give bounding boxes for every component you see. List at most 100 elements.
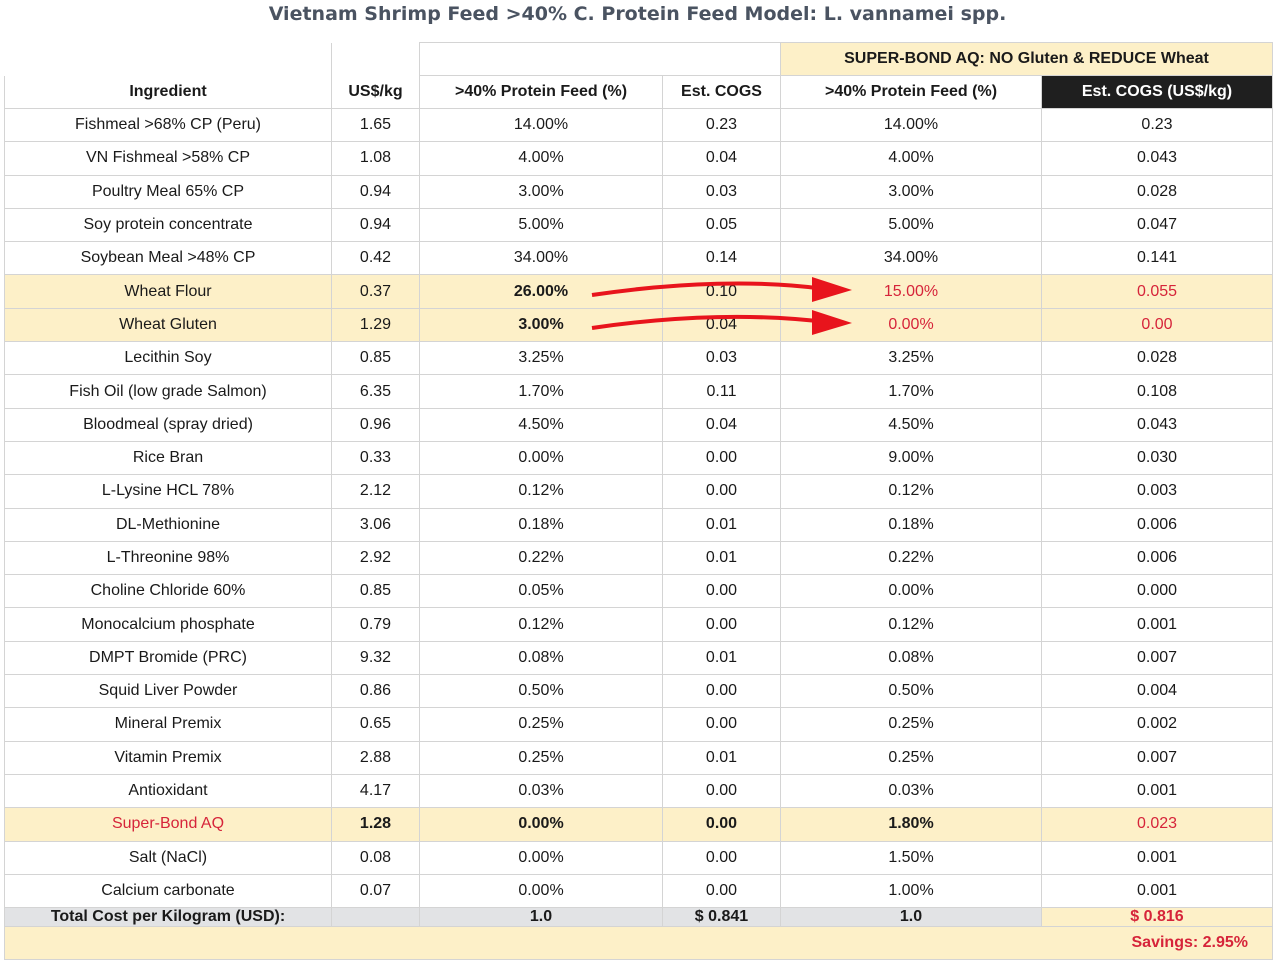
cogs-cell: 0.00 xyxy=(662,773,781,809)
ingredient-cell: Antioxidant xyxy=(4,773,332,809)
sb-cogs-cell: 0.043 xyxy=(1041,407,1273,442)
sb-protein-pct-cell: 0.50% xyxy=(780,674,1042,709)
sb-cogs-cell: 0.002 xyxy=(1041,707,1273,742)
sb-protein-pct-cell: 0.08% xyxy=(780,640,1042,676)
table-row: Rice Bran 0.33 0.00% 0.00 9.00% 0.030 xyxy=(4,440,1273,476)
price-cell: 1.29 xyxy=(331,307,420,343)
sb-protein-pct-cell: 14.00% xyxy=(780,107,1042,143)
ingredient-cell: Wheat Flour xyxy=(4,274,332,309)
table-row: Fish Oil (low grade Salmon) 6.35 1.70% 0.11… xyxy=(4,374,1273,409)
protein-pct-cell: 4.00% xyxy=(419,141,663,176)
cogs-cell: 0.04 xyxy=(662,307,781,343)
ingredient-cell: Fish Oil (low grade Salmon) xyxy=(4,374,332,409)
sb-protein-pct-cell: 0.03% xyxy=(780,773,1042,809)
sb-protein-pct-cell: 0.12% xyxy=(780,607,1042,642)
protein-pct-cell: 0.00% xyxy=(419,840,663,875)
ingredient-cell: L-Lysine HCL 78% xyxy=(4,474,332,509)
sb-protein-pct-cell: 0.12% xyxy=(780,474,1042,509)
protein-pct-cell: 0.03% xyxy=(419,773,663,809)
sb-protein-pct-cell: 9.00% xyxy=(780,440,1042,476)
table-row: Lecithin Soy 0.85 3.25% 0.03 3.25% 0.028 xyxy=(4,341,1273,376)
table-row: Salt (NaCl) 0.08 0.00% 0.00 1.50% 0.001 xyxy=(4,840,1273,875)
sb-cogs-cell: 0.023 xyxy=(1041,807,1273,842)
empty-header-cell xyxy=(419,42,781,76)
price-cell: 0.85 xyxy=(331,574,420,609)
protein-pct-cell: 0.25% xyxy=(419,707,663,742)
price-cell: 1.65 xyxy=(331,107,420,143)
sb-cogs-cell: 0.001 xyxy=(1041,840,1273,875)
table-row: L-Lysine HCL 78% 2.12 0.12% 0.00 0.12% 0.003 xyxy=(4,474,1273,509)
cogs-cell: 0.00 xyxy=(662,574,781,609)
ingredient-cell: Fishmeal >68% CP (Peru) xyxy=(4,107,332,143)
col-header-protein-feed: >40% Protein Feed (%) xyxy=(419,75,663,109)
savings-row: Savings: 2.95% xyxy=(4,926,1273,961)
price-cell: 1.08 xyxy=(331,141,420,176)
ingredient-cell: DMPT Bromide (PRC) xyxy=(4,640,332,676)
protein-pct-cell: 4.50% xyxy=(419,407,663,442)
ingredient-cell: Soy protein concentrate xyxy=(4,207,332,243)
cogs-cell: 0.00 xyxy=(662,707,781,742)
protein-pct-cell: 0.50% xyxy=(419,674,663,709)
price-cell: 0.33 xyxy=(331,440,420,476)
sb-protein-pct-cell: 34.00% xyxy=(780,241,1042,276)
protein-pct-cell: 34.00% xyxy=(419,241,663,276)
price-cell: 2.12 xyxy=(331,474,420,509)
sb-cogs-cell: 0.028 xyxy=(1041,341,1273,376)
price-cell: 2.92 xyxy=(331,540,420,576)
cogs-cell: 0.11 xyxy=(662,374,781,409)
ingredient-cell: Bloodmeal (spray dried) xyxy=(4,407,332,442)
sb-cogs-cell: 0.006 xyxy=(1041,540,1273,576)
table-row: Vitamin Premix 2.88 0.25% 0.01 0.25% 0.007 xyxy=(4,740,1273,775)
table-row: Mineral Premix 0.65 0.25% 0.00 0.25% 0.002 xyxy=(4,707,1273,742)
ingredient-cell: Wheat Gluten xyxy=(4,307,332,343)
sb-cogs-cell: 0.007 xyxy=(1041,640,1273,676)
cogs-cell: 0.10 xyxy=(662,274,781,309)
sb-protein-pct-cell: 15.00% xyxy=(780,274,1042,309)
ingredient-cell: Calcium carbonate xyxy=(4,873,332,909)
cogs-cell: 0.01 xyxy=(662,540,781,576)
savings-text: Savings: 2.95% xyxy=(4,926,1273,961)
cogs-cell: 0.01 xyxy=(662,740,781,775)
ingredient-cell: Squid Liver Powder xyxy=(4,674,332,709)
sb-protein-pct-cell: 4.00% xyxy=(780,141,1042,176)
table-row: Wheat Flour 0.37 26.00% 0.10 15.00% 0.055 xyxy=(4,274,1273,309)
col-header-ingredient: Ingredient xyxy=(4,75,332,109)
ingredient-cell: DL-Methionine xyxy=(4,507,332,542)
sb-cogs-cell: 0.23 xyxy=(1041,107,1273,143)
price-cell: 0.86 xyxy=(331,674,420,709)
sb-protein-pct-cell: 5.00% xyxy=(780,207,1042,243)
sb-cogs-cell: 0.003 xyxy=(1041,474,1273,509)
table-row: Soy protein concentrate 0.94 5.00% 0.05 5.00… xyxy=(4,207,1273,243)
ingredient-cell: Super-Bond AQ xyxy=(4,807,332,842)
sb-cogs-cell: 0.001 xyxy=(1041,873,1273,909)
col-header-sb-protein-feed: >40% Protein Feed (%) xyxy=(780,75,1042,109)
price-cell: 0.94 xyxy=(331,174,420,209)
price-cell: 0.79 xyxy=(331,607,420,642)
price-cell: 9.32 xyxy=(331,640,420,676)
table-row: Bloodmeal (spray dried) 0.96 4.50% 0.04 4.50… xyxy=(4,407,1273,442)
ingredient-cell: Monocalcium phosphate xyxy=(4,607,332,642)
sb-protein-pct-cell: 0.00% xyxy=(780,307,1042,343)
cogs-cell: 0.04 xyxy=(662,141,781,176)
cogs-cell: 0.00 xyxy=(662,474,781,509)
protein-pct-cell: 0.00% xyxy=(419,807,663,842)
protein-pct-cell: 1.70% xyxy=(419,374,663,409)
ingredient-cell: L-Threonine 98% xyxy=(4,540,332,576)
price-cell: 0.94 xyxy=(331,207,420,243)
table-row: Wheat Gluten 1.29 3.00% 0.04 0.00% 0.00 xyxy=(4,307,1273,343)
price-cell: 3.06 xyxy=(331,507,420,542)
sb-cogs-cell: 0.047 xyxy=(1041,207,1273,243)
sb-cogs-cell: 0.001 xyxy=(1041,607,1273,642)
price-cell: 0.08 xyxy=(331,840,420,875)
sb-protein-pct-cell: 0.18% xyxy=(780,507,1042,542)
protein-pct-cell: 5.00% xyxy=(419,207,663,243)
price-cell: 0.37 xyxy=(331,274,420,309)
price-cell: 2.88 xyxy=(331,740,420,775)
price-cell: 0.07 xyxy=(331,873,420,909)
ingredient-cell: Rice Bran xyxy=(4,440,332,476)
col-header-price: US$/kg xyxy=(331,75,420,109)
col-header-est-cogs: Est. COGS xyxy=(662,75,781,109)
protein-pct-cell: 26.00% xyxy=(419,274,663,309)
table-row: L-Threonine 98% 2.92 0.22% 0.01 0.22% 0.006 xyxy=(4,540,1273,576)
sb-cogs-cell: 0.007 xyxy=(1041,740,1273,775)
